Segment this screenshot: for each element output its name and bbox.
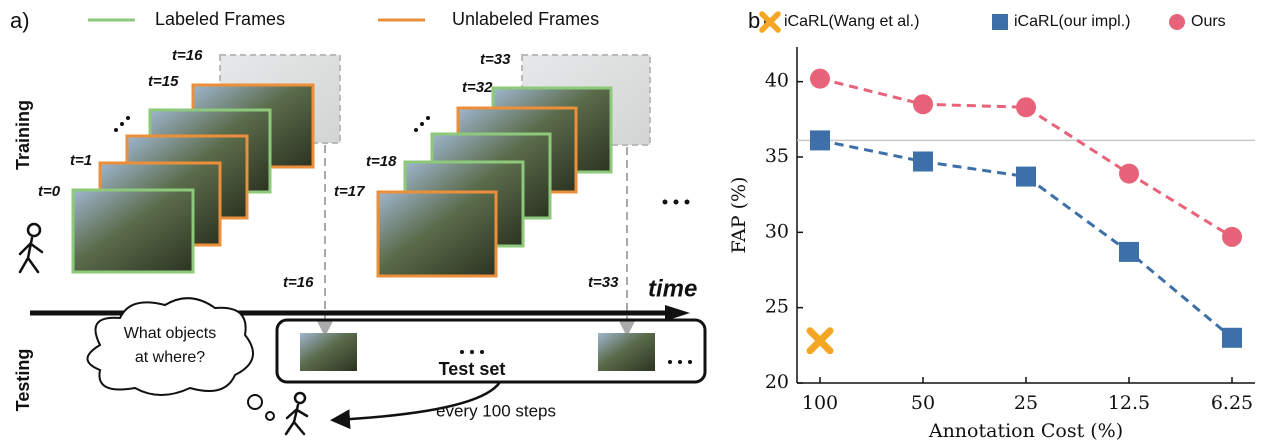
panel-b: b) Annotation Cost (%) FAP (%) 202530354… bbox=[728, 8, 1255, 442]
legend-label: Ours bbox=[1191, 13, 1226, 30]
data-point bbox=[1016, 166, 1036, 187]
data-point bbox=[810, 68, 830, 89]
y-tick-label: 40 bbox=[765, 70, 789, 92]
frame-label: t=15 bbox=[148, 73, 179, 90]
frame bbox=[71, 188, 195, 274]
panel-label: a) bbox=[10, 8, 30, 33]
frame-label: t=1 bbox=[70, 152, 92, 169]
legend-label: iCaRL(our impl.) bbox=[1014, 13, 1130, 30]
thumbnail bbox=[300, 333, 357, 371]
data-point bbox=[1222, 327, 1242, 348]
question-line: at where? bbox=[135, 349, 205, 366]
test-label: t=33 bbox=[588, 274, 619, 291]
eval-arrow bbox=[330, 381, 502, 430]
frame-label: t=18 bbox=[366, 153, 397, 170]
data-point bbox=[913, 94, 933, 115]
data-point bbox=[1016, 97, 1036, 118]
time-label: time bbox=[648, 275, 697, 302]
data-point bbox=[806, 327, 834, 355]
x-tick-label: 12.5 bbox=[1108, 392, 1150, 414]
legend-marker bbox=[759, 11, 781, 33]
walker-icon bbox=[284, 391, 309, 436]
walker-icon bbox=[18, 222, 44, 274]
test-set-label: Test set bbox=[439, 359, 506, 379]
y-axis-label: FAP (%) bbox=[728, 177, 750, 254]
thought-bubble bbox=[265, 411, 275, 421]
legend-label: Unlabeled Frames bbox=[452, 9, 599, 29]
legend-label: Labeled Frames bbox=[155, 9, 285, 29]
test-label: t=16 bbox=[283, 274, 314, 291]
thumbnail bbox=[598, 333, 655, 371]
series-line bbox=[819, 138, 1233, 339]
frame-labels: t=0 t=1 t=15 t=16 t=17 t=18 t=32 t=33 t=… bbox=[38, 47, 619, 291]
y-tick-label: 35 bbox=[765, 145, 789, 167]
legend-label: iCaRL(Wang et al.) bbox=[784, 13, 919, 30]
y-tick-label: 20 bbox=[765, 371, 789, 393]
x-tick-label: 25 bbox=[1014, 392, 1038, 414]
question-line: What objects bbox=[124, 325, 216, 342]
test-box bbox=[275, 318, 707, 384]
frame-label: t=33 bbox=[480, 51, 511, 68]
x-tick-label: 6.25 bbox=[1211, 392, 1253, 414]
data-point bbox=[1119, 241, 1139, 262]
frame-label: t=32 bbox=[462, 79, 493, 96]
frame-label: t=17 bbox=[334, 183, 365, 200]
data-point bbox=[913, 151, 933, 172]
data-point bbox=[1222, 226, 1242, 247]
arrow-head bbox=[665, 305, 690, 321]
row-label: Testing bbox=[13, 349, 33, 412]
interval-label: every 100 steps bbox=[436, 401, 556, 420]
data-point bbox=[1119, 163, 1139, 184]
frame bbox=[376, 190, 498, 278]
data-point bbox=[810, 130, 830, 151]
thought-bubble bbox=[247, 394, 263, 410]
ellipsis bbox=[114, 116, 692, 364]
x-tick-label: 50 bbox=[911, 392, 935, 414]
legend-marker bbox=[992, 14, 1008, 30]
frame-label: t=0 bbox=[38, 183, 61, 200]
y-tick-label: 25 bbox=[765, 296, 789, 318]
x-tick-label: 100 bbox=[802, 392, 838, 414]
thought-cloud bbox=[86, 297, 254, 396]
frame-label: t=16 bbox=[172, 47, 203, 64]
panel-a: a) Labeled Frames Unlabeled Frames Train… bbox=[10, 8, 707, 436]
row-label: Training bbox=[13, 100, 33, 170]
x-axis-label: Annotation Cost (%) bbox=[928, 420, 1123, 442]
legend-marker bbox=[1169, 14, 1185, 30]
y-tick-label: 30 bbox=[765, 220, 789, 242]
